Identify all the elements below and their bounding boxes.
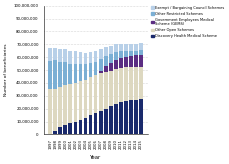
Bar <box>88 77 92 115</box>
Bar <box>58 62 62 87</box>
Bar <box>113 44 117 52</box>
Bar <box>83 80 87 118</box>
Bar <box>103 72 107 109</box>
Bar <box>88 52 92 63</box>
Bar <box>128 67 132 100</box>
Bar <box>53 60 57 89</box>
Bar <box>83 118 87 134</box>
Bar <box>134 44 137 51</box>
Bar <box>113 104 117 134</box>
Bar <box>113 69 117 104</box>
Bar <box>53 131 57 134</box>
Bar <box>68 64 72 84</box>
Bar <box>73 51 77 64</box>
Bar <box>139 99 142 134</box>
Bar <box>108 106 112 134</box>
Bar <box>123 67 127 101</box>
Bar <box>48 61 52 89</box>
Bar <box>73 64 77 83</box>
Bar <box>103 109 107 134</box>
Bar <box>98 73 102 111</box>
Bar <box>63 62 67 85</box>
Bar <box>123 57 127 67</box>
Bar <box>139 67 142 99</box>
Bar <box>78 64 82 81</box>
Bar <box>123 44 127 51</box>
Bar <box>118 51 122 58</box>
Bar <box>53 89 57 131</box>
Bar <box>78 120 82 134</box>
Bar <box>48 48 52 61</box>
Bar <box>134 51 137 55</box>
Bar <box>139 55 142 67</box>
Bar <box>68 84 72 123</box>
Bar <box>103 56 107 66</box>
Bar <box>58 87 62 127</box>
Bar <box>78 52 82 64</box>
Bar <box>63 125 67 134</box>
Bar <box>108 54 112 63</box>
Bar <box>83 53 87 64</box>
Bar <box>118 44 122 51</box>
Bar <box>128 51 132 56</box>
Bar <box>68 51 72 64</box>
Bar <box>108 71 112 106</box>
Bar <box>93 113 97 134</box>
Bar <box>123 51 127 57</box>
Bar <box>88 115 92 134</box>
Bar <box>83 64 87 80</box>
Bar <box>103 47 107 56</box>
Bar <box>108 46 112 54</box>
Bar <box>58 127 62 134</box>
Bar <box>73 83 77 122</box>
Bar <box>139 50 142 55</box>
Bar <box>48 89 52 134</box>
Bar <box>78 81 82 120</box>
Bar <box>123 101 127 134</box>
Bar <box>134 55 137 67</box>
Bar <box>73 122 77 134</box>
Bar <box>118 68 122 102</box>
Y-axis label: Number of beneficiaries: Number of beneficiaries <box>4 44 8 96</box>
Bar <box>118 102 122 134</box>
Bar <box>103 66 107 72</box>
Legend: Exempt / Bargaining Council Schemes, Other Restricted Schemes, Government Employ: Exempt / Bargaining Council Schemes, Oth… <box>150 5 224 39</box>
Bar <box>93 75 97 113</box>
Bar <box>98 71 102 73</box>
Bar <box>118 58 122 68</box>
Bar <box>128 100 132 134</box>
Bar <box>98 49 102 59</box>
Bar <box>53 48 57 60</box>
Bar <box>93 62 97 75</box>
Bar <box>134 67 137 100</box>
Bar <box>108 63 112 71</box>
Bar <box>113 52 117 60</box>
X-axis label: Year: Year <box>90 155 101 160</box>
Bar <box>134 100 137 134</box>
Bar <box>63 49 67 62</box>
Bar <box>88 63 92 77</box>
Bar <box>139 43 142 50</box>
Bar <box>113 60 117 69</box>
Bar <box>93 51 97 62</box>
Bar <box>128 44 132 51</box>
Bar <box>98 59 102 71</box>
Bar <box>128 56 132 67</box>
Bar <box>68 123 72 134</box>
Bar <box>58 49 62 62</box>
Bar <box>63 85 67 125</box>
Bar <box>98 111 102 134</box>
